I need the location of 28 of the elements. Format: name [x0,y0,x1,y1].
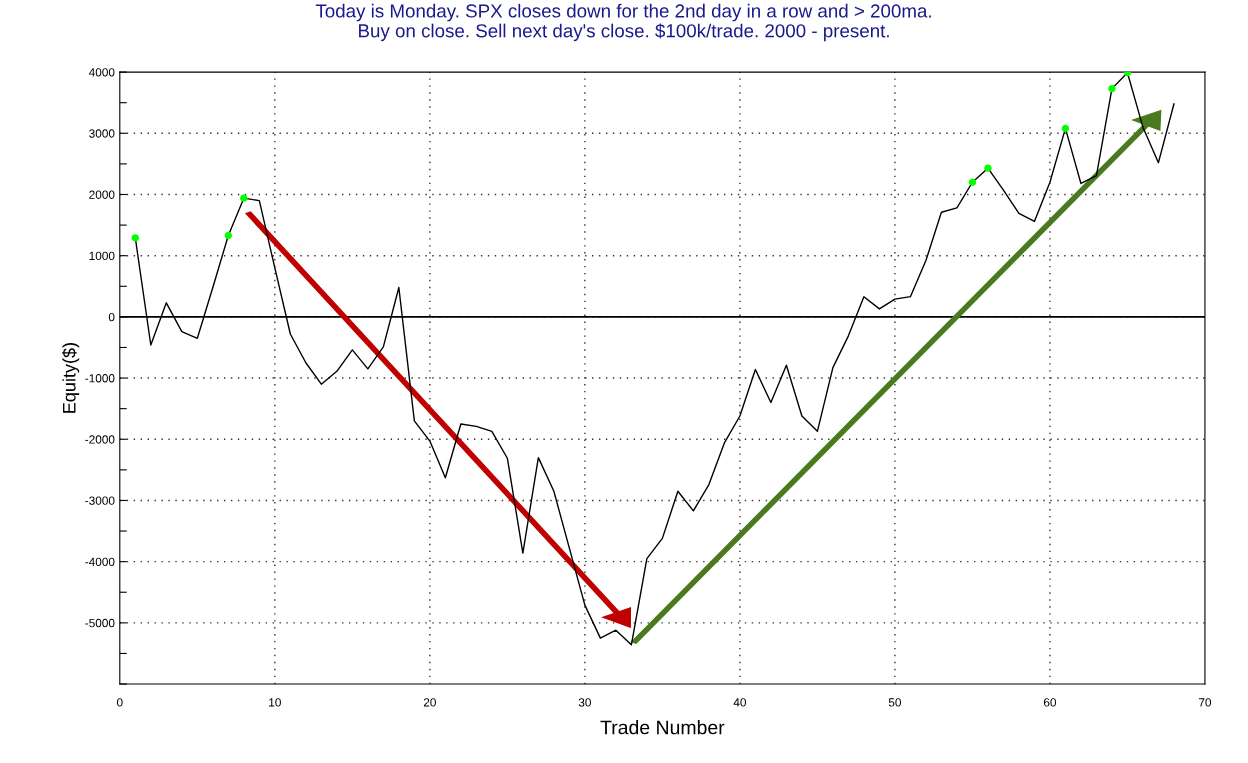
point [131,234,139,242]
y-tick-label: -2000 [85,435,115,444]
x-tick-label: 0 [116,698,123,707]
point [984,164,992,172]
x-axis-title: Trade Number [600,720,725,735]
y-tick-label: 2000 [89,190,115,199]
y-tick-label: -4000 [85,557,115,567]
y-tick-label: -5000 [85,618,115,628]
y-tick-label: -3000 [85,496,115,505]
point [224,231,232,240]
x-tick-label: 20 [423,698,436,707]
x-tick-label: 30 [578,698,591,707]
y-tick-label: 1000 [89,251,115,261]
x-tick-label: 70 [1198,698,1212,707]
chart-title: Today is Monday. SPX closes down for the 2nd day in a row and > 200ma. Buy on close. Sell next day's close. $100k/trade. 2000 - present. [315,3,931,42]
x-tick-label: 40 [733,698,746,707]
point [968,178,977,186]
point [1108,84,1116,93]
y-tick-label: 4000 [88,68,115,77]
point [1061,124,1070,133]
y-axis-title: Equity($) [62,343,80,413]
x-tick-label: 50 [888,698,902,707]
x-tick-label: 60 [1043,698,1057,707]
point [240,194,248,202]
x-tick-label: 10 [269,698,281,707]
y-tick-label: -1000 [85,374,115,383]
y-tick-label: 3000 [89,129,115,138]
y-tick-label: 0 [108,312,115,322]
